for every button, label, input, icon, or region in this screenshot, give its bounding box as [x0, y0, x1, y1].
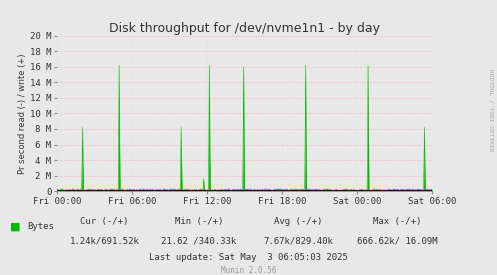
- Text: Bytes: Bytes: [27, 222, 54, 231]
- Text: 666.62k/ 16.09M: 666.62k/ 16.09M: [357, 236, 438, 245]
- Text: Avg (-/+): Avg (-/+): [274, 217, 323, 226]
- Text: Last update: Sat May  3 06:05:03 2025: Last update: Sat May 3 06:05:03 2025: [149, 253, 348, 262]
- Title: Disk throughput for /dev/nvme1n1 - by day: Disk throughput for /dev/nvme1n1 - by da…: [109, 21, 380, 35]
- Text: RRDTOOL / TOBI OETIKER: RRDTOOL / TOBI OETIKER: [488, 69, 493, 151]
- Text: 7.67k/829.40k: 7.67k/829.40k: [263, 236, 333, 245]
- Text: Min (-/+): Min (-/+): [174, 217, 223, 226]
- Text: ■: ■: [10, 222, 20, 232]
- Text: 21.62 /340.33k: 21.62 /340.33k: [161, 236, 237, 245]
- Y-axis label: Pr second read (-) / write (+): Pr second read (-) / write (+): [18, 53, 27, 174]
- Text: Cur (-/+): Cur (-/+): [80, 217, 129, 226]
- Text: Max (-/+): Max (-/+): [373, 217, 422, 226]
- Text: 1.24k/691.52k: 1.24k/691.52k: [70, 236, 139, 245]
- Text: Munin 2.0.56: Munin 2.0.56: [221, 266, 276, 275]
